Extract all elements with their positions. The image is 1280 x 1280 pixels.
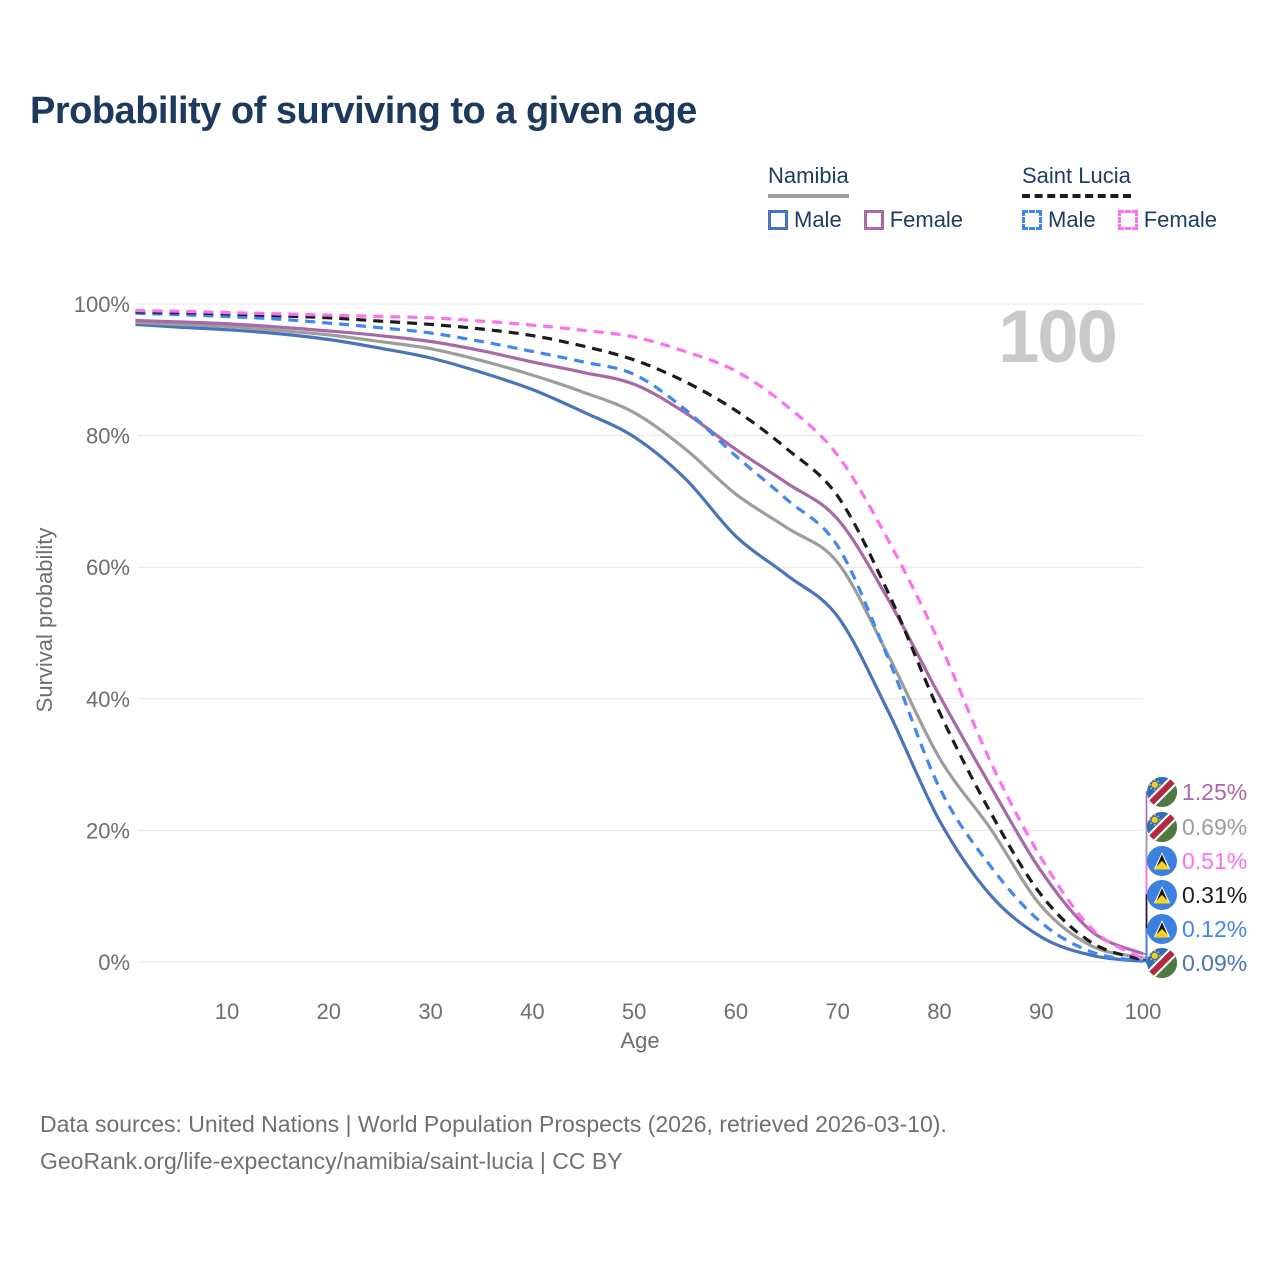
end-label-value: 1.25% bbox=[1182, 778, 1248, 805]
footer: Data sources: United Nations | World Pop… bbox=[40, 1106, 947, 1180]
y-tick-label: 80% bbox=[86, 424, 130, 449]
end-label-value: 0.12% bbox=[1182, 915, 1248, 942]
x-tick-label: 30 bbox=[418, 999, 442, 1024]
saint-lucia-male-swatch-icon bbox=[1022, 210, 1042, 230]
end-label-saint-lucia-male: 0.12% bbox=[1147, 913, 1247, 945]
y-tick-label: 40% bbox=[86, 687, 130, 712]
x-tick-label: 100 bbox=[1125, 999, 1162, 1024]
namibia-flag-icon bbox=[1147, 812, 1177, 842]
legend-item-saint-lucia-male: Male bbox=[1022, 207, 1096, 233]
end-label-saint-lucia: 0.31% bbox=[1147, 879, 1247, 911]
end-label-saint-lucia-female: 0.51% bbox=[1147, 845, 1247, 877]
footer-attribution-line: GeoRank.org/life-expectancy/namibia/sain… bbox=[40, 1148, 623, 1174]
legend-item-label: Male bbox=[1048, 207, 1096, 232]
saint-lucia-flag-icon bbox=[1147, 914, 1177, 944]
x-tick-label: 90 bbox=[1029, 999, 1053, 1024]
end-label-value: 0.31% bbox=[1182, 881, 1248, 908]
y-tick-label: 60% bbox=[86, 555, 130, 580]
end-label-value: 0.09% bbox=[1182, 949, 1248, 976]
legend-item-namibia-male: Male bbox=[768, 207, 842, 233]
x-tick-label: 20 bbox=[317, 999, 341, 1024]
x-tick-label: 80 bbox=[927, 999, 951, 1024]
x-tick-label: 70 bbox=[825, 999, 849, 1024]
y-axis-title: Survival probability bbox=[32, 527, 57, 713]
namibia-female-swatch-icon bbox=[863, 210, 884, 230]
y-tick-label: 0% bbox=[98, 950, 130, 975]
legend-group-namibia: Namibia Male Female bbox=[768, 163, 963, 233]
namibia-male-swatch-icon bbox=[768, 210, 788, 230]
namibia-flag-icon bbox=[1147, 948, 1177, 978]
end-label-value: 0.51% bbox=[1182, 847, 1248, 874]
footer-sources-line: Data sources: United Nations | World Pop… bbox=[40, 1111, 947, 1137]
end-label-namibia-male: 0.09% bbox=[1147, 947, 1247, 979]
series-line-namibia-male bbox=[135, 322, 1144, 963]
namibia-flag-icon bbox=[1147, 777, 1177, 807]
x-tick-label: 10 bbox=[215, 999, 239, 1024]
hover-age-indicator: 100 bbox=[998, 295, 1117, 378]
end-label-namibia: 0.69% bbox=[1147, 811, 1247, 843]
x-tick-label: 60 bbox=[724, 999, 748, 1024]
legend-item-label: Female bbox=[889, 207, 964, 232]
y-tick-label: 100% bbox=[74, 292, 130, 317]
saint-lucia-flag-icon bbox=[1147, 846, 1177, 876]
legend-items-namibia: Male Female bbox=[768, 207, 963, 233]
x-tick-label: 50 bbox=[622, 999, 646, 1024]
x-axis-title: Age bbox=[620, 1028, 660, 1053]
legend-item-label: Female bbox=[1143, 207, 1218, 232]
series-line-saint-lucia bbox=[135, 310, 1144, 962]
saint-lucia-flag-icon bbox=[1147, 880, 1177, 910]
legend-item-namibia-female: Female bbox=[863, 207, 964, 233]
legend-title-saint-lucia: Saint Lucia bbox=[1022, 163, 1131, 198]
legend-group-saint-lucia: Saint Lucia Male Female bbox=[1022, 163, 1217, 233]
saint-lucia-female-swatch-icon bbox=[1117, 210, 1138, 230]
legend-items-saint-lucia: Male Female bbox=[1022, 207, 1217, 233]
series-line-saint-lucia-female bbox=[135, 309, 1144, 961]
legend-title-namibia: Namibia bbox=[768, 163, 849, 198]
legend-item-label: Male bbox=[794, 207, 842, 232]
y-tick-label: 20% bbox=[86, 818, 130, 843]
series-line-namibia bbox=[135, 320, 1144, 960]
page-title: Probability of surviving to a given age bbox=[30, 90, 697, 132]
end-label-namibia-female: 1.25% bbox=[1147, 776, 1247, 808]
legend-item-saint-lucia-female: Female bbox=[1117, 207, 1218, 233]
end-label-value: 0.69% bbox=[1182, 813, 1248, 840]
series-line-namibia-female bbox=[135, 318, 1144, 956]
x-tick-label: 40 bbox=[520, 999, 544, 1024]
series-line-saint-lucia-male bbox=[135, 311, 1144, 963]
